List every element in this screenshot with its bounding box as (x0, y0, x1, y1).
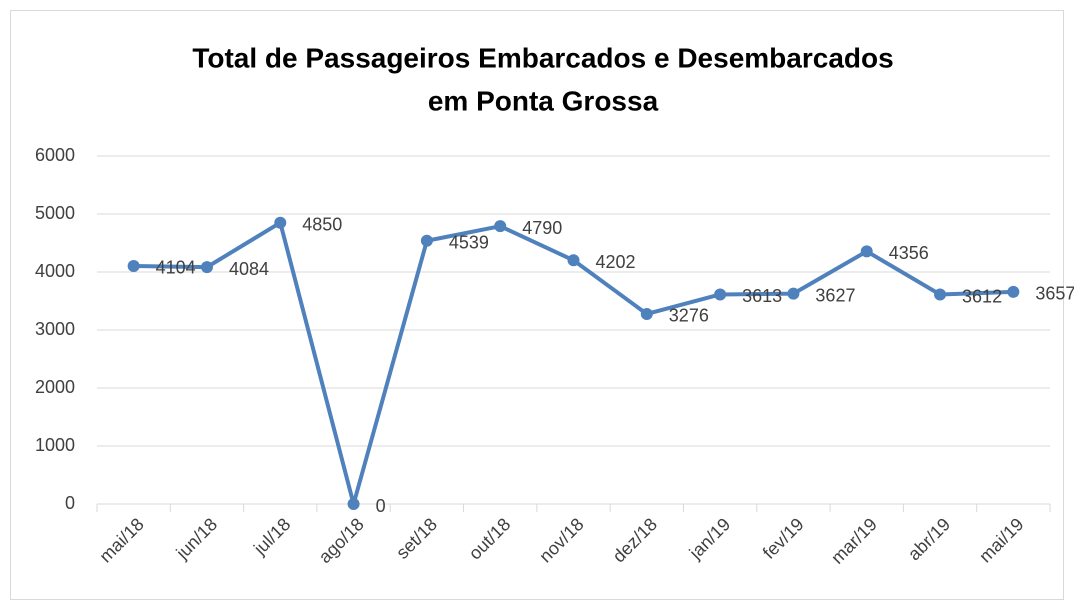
point (934, 288, 947, 301)
point (494, 220, 507, 233)
data-label: 4790 (522, 218, 562, 238)
point (1007, 285, 1020, 298)
point (640, 307, 653, 320)
point (274, 216, 287, 229)
y-tick-label: 4000 (35, 261, 75, 281)
data-label: 3657 (1035, 284, 1074, 304)
y-tick-label: 0 (65, 493, 75, 513)
y-tick-label: 3000 (35, 319, 75, 339)
y-tick-label: 5000 (35, 203, 75, 223)
data-label: 3276 (669, 306, 709, 326)
data-label: 3613 (742, 286, 782, 306)
data-label: 3627 (815, 285, 855, 305)
data-label: 4850 (302, 214, 342, 234)
chart-title: Total de Passageiros Embarcados e Desemb… (192, 42, 893, 73)
data-label: 4539 (449, 232, 489, 252)
point (787, 287, 800, 300)
point (200, 261, 213, 274)
data-label: 3612 (962, 286, 1002, 306)
data-label: 4104 (156, 258, 196, 278)
point (714, 288, 727, 301)
point (347, 498, 360, 510)
point (420, 234, 433, 247)
chart-border (10, 10, 1064, 600)
y-tick-label: 1000 (35, 435, 75, 455)
y-tick-label: 2000 (35, 377, 75, 397)
data-label: 4084 (229, 259, 269, 279)
y-tick-label: 6000 (35, 145, 75, 165)
point (567, 254, 580, 267)
data-label: 4356 (889, 243, 929, 263)
point (860, 245, 873, 258)
data-label: 4202 (596, 252, 636, 272)
point (127, 259, 140, 272)
data-label: 0 (376, 496, 386, 516)
chart-title: em Ponta Grossa (428, 85, 659, 116)
